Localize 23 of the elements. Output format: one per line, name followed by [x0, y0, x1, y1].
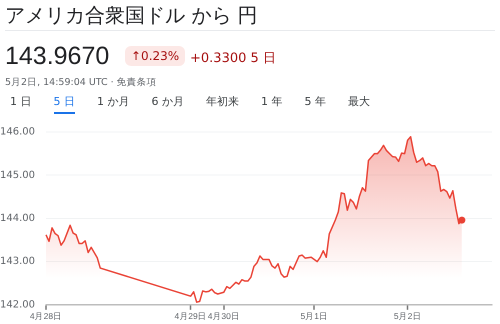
text: +0.3300 5 日 [190, 50, 276, 67]
text: 6 か月 [152, 94, 184, 110]
y-tick-label: 143.00 [0, 256, 35, 268]
text: 1 年 [261, 94, 282, 110]
text: 1 か月 [97, 94, 130, 110]
y-tick-label: 145.00 [0, 170, 35, 181]
chart-title: アメリカ合衆国ドル から 円 [5, 2, 258, 29]
x-tick-label: 4月29日 [174, 311, 207, 322]
text: 1 日 [10, 94, 32, 110]
text: 5 年 [304, 94, 326, 110]
text: ↑0.23% [125, 46, 186, 66]
y-tick-label: 142.00 [0, 299, 35, 310]
text: 年初来 [206, 94, 239, 110]
x-tick-label: 5月2日 [394, 311, 422, 322]
y-tick-label: 144.00 [0, 212, 35, 224]
x-tick-label: 5月1日 [300, 311, 328, 322]
y-tick-label: 146.00 [0, 126, 35, 138]
chart-subtitle: 143.9670 [5, 42, 110, 71]
x-tick-label: 4月28日 [30, 311, 62, 322]
x-tick-label: 4月30日 [208, 311, 240, 322]
text: 5 日 [54, 94, 75, 114]
text: 5月2日, 14:59:04 UTC · 免責条項 [5, 76, 157, 89]
text: 最大 [348, 94, 370, 110]
